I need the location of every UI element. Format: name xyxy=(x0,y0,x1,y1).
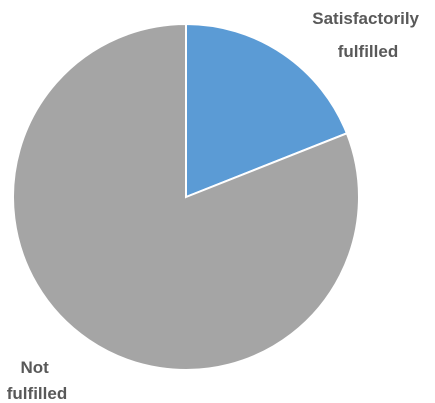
slice-label-satisfactorily-fulfilled-line1: Satisfactorily xyxy=(312,9,419,28)
slice-label-not-fulfilled-line2: fulfilled xyxy=(7,384,67,403)
slice-label-satisfactorily-fulfilled-line2: fulfilled xyxy=(338,42,398,61)
slice-label-not-fulfilled: Not fulfilled xyxy=(7,358,67,403)
pie-slice-satisfactorily-fulfilled xyxy=(185,22,349,199)
pie-slices xyxy=(12,22,360,371)
pie-labels: Satisfactorily fulfilled Not fulfilled xyxy=(7,9,424,403)
slice-label-satisfactorily-fulfilled: Satisfactorily fulfilled xyxy=(312,9,424,61)
slice-label-not-fulfilled-line1: Not xyxy=(20,358,49,377)
pie-slice-not-fulfilled xyxy=(12,22,360,371)
